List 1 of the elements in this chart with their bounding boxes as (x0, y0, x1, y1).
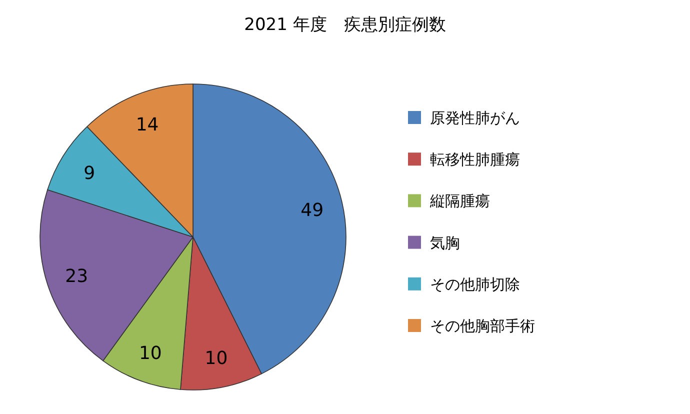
title: 2021 年度 疾患別症例数 (244, 15, 446, 35)
